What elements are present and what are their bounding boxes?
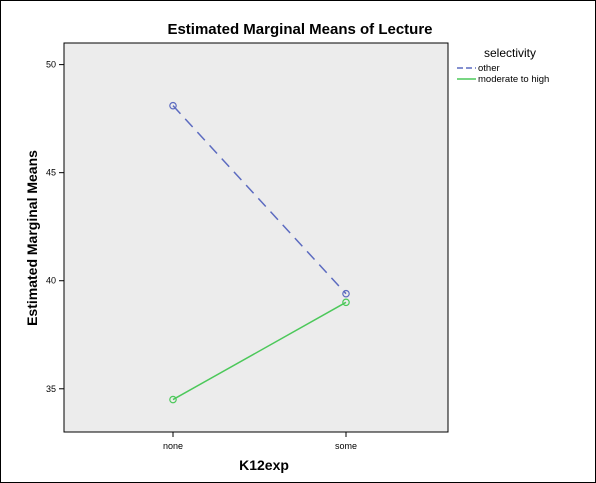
x-axis-label: K12exp xyxy=(239,457,289,473)
series-line-other xyxy=(172,105,347,295)
x-tick-label-none: none xyxy=(163,441,183,451)
y-tick-label-40: 40 xyxy=(46,276,56,286)
series-layer xyxy=(169,101,350,404)
legend-title: selectivity xyxy=(484,46,536,60)
legend-label-moderate-to-high: moderate to high xyxy=(478,74,549,85)
y-tick-label-35: 35 xyxy=(46,384,56,394)
point-moderate-to-high-none xyxy=(169,395,177,404)
y-axis-label: Estimated Marginal Means xyxy=(24,150,40,326)
series-line-moderate-to-high xyxy=(172,301,347,401)
point-other-none xyxy=(169,101,177,110)
point-other-some xyxy=(342,289,350,298)
legend-label-other: other xyxy=(478,63,500,74)
point-moderate-to-high-some xyxy=(342,298,350,307)
axis-ticks: 35 40 45 50 none some xyxy=(46,60,357,451)
chart-title: Estimated Marginal Means of Lecture xyxy=(167,21,432,38)
y-tick-label-45: 45 xyxy=(46,168,56,178)
plot-area xyxy=(63,42,449,433)
x-tick-label-some: some xyxy=(335,441,357,451)
y-tick-label-50: 50 xyxy=(46,60,56,70)
